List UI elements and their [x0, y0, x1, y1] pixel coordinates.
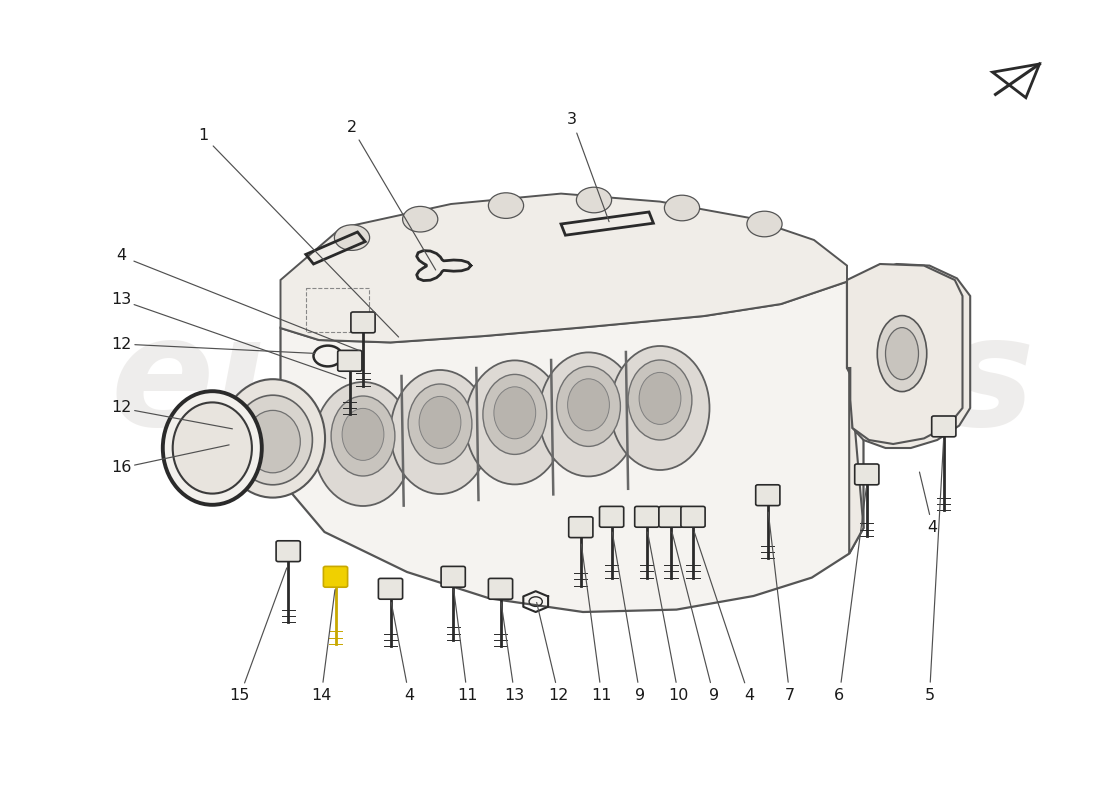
- Text: 2: 2: [346, 121, 358, 135]
- Text: 11: 11: [458, 689, 477, 703]
- Ellipse shape: [408, 384, 472, 464]
- FancyBboxPatch shape: [569, 517, 593, 538]
- Ellipse shape: [628, 360, 692, 440]
- Ellipse shape: [314, 382, 412, 506]
- Text: 6: 6: [834, 689, 845, 703]
- Text: 4: 4: [404, 689, 415, 703]
- Circle shape: [664, 195, 700, 221]
- Text: 15: 15: [230, 689, 250, 703]
- Text: 16: 16: [111, 461, 131, 475]
- FancyBboxPatch shape: [855, 464, 879, 485]
- Ellipse shape: [494, 387, 536, 438]
- Ellipse shape: [163, 391, 262, 505]
- Polygon shape: [280, 194, 847, 342]
- Ellipse shape: [483, 374, 547, 454]
- FancyBboxPatch shape: [351, 312, 375, 333]
- Text: 4: 4: [927, 521, 938, 535]
- Ellipse shape: [886, 328, 918, 379]
- Text: 11: 11: [592, 689, 612, 703]
- FancyBboxPatch shape: [756, 485, 780, 506]
- Text: a passion for cars since 1985: a passion for cars since 1985: [358, 484, 742, 564]
- Ellipse shape: [557, 366, 620, 446]
- FancyBboxPatch shape: [681, 506, 705, 527]
- Ellipse shape: [390, 370, 490, 494]
- FancyBboxPatch shape: [276, 541, 300, 562]
- Polygon shape: [280, 282, 864, 612]
- Polygon shape: [849, 264, 970, 554]
- Text: 9: 9: [635, 689, 646, 703]
- Ellipse shape: [639, 372, 681, 424]
- Ellipse shape: [342, 408, 384, 460]
- Ellipse shape: [220, 379, 326, 498]
- Text: 13: 13: [111, 293, 131, 307]
- Text: 3: 3: [566, 113, 578, 127]
- FancyBboxPatch shape: [441, 566, 465, 587]
- Text: 7: 7: [784, 689, 795, 703]
- Ellipse shape: [419, 396, 461, 448]
- Circle shape: [334, 225, 370, 250]
- Text: 4: 4: [744, 689, 755, 703]
- Ellipse shape: [331, 396, 395, 476]
- Circle shape: [403, 206, 438, 232]
- Text: euro: euro: [110, 310, 503, 458]
- Ellipse shape: [173, 402, 252, 494]
- Ellipse shape: [610, 346, 710, 470]
- Ellipse shape: [878, 315, 926, 391]
- Text: 10: 10: [669, 689, 689, 703]
- FancyBboxPatch shape: [488, 578, 513, 599]
- Circle shape: [576, 187, 612, 213]
- Text: 14: 14: [311, 689, 331, 703]
- FancyBboxPatch shape: [932, 416, 956, 437]
- Ellipse shape: [568, 379, 609, 430]
- Text: 5: 5: [924, 689, 935, 703]
- Ellipse shape: [465, 360, 564, 485]
- Text: parts: parts: [583, 310, 1035, 458]
- Text: 9: 9: [708, 689, 719, 703]
- Circle shape: [488, 193, 524, 218]
- FancyBboxPatch shape: [600, 506, 624, 527]
- Ellipse shape: [245, 410, 300, 473]
- Text: 4: 4: [116, 249, 127, 263]
- FancyBboxPatch shape: [635, 506, 659, 527]
- Ellipse shape: [539, 352, 638, 477]
- FancyBboxPatch shape: [323, 566, 348, 587]
- Ellipse shape: [233, 395, 312, 485]
- Text: 12: 12: [549, 689, 569, 703]
- FancyBboxPatch shape: [338, 350, 362, 371]
- Circle shape: [747, 211, 782, 237]
- FancyBboxPatch shape: [659, 506, 683, 527]
- FancyBboxPatch shape: [378, 578, 403, 599]
- Text: 12: 12: [111, 337, 131, 351]
- Text: 13: 13: [505, 689, 525, 703]
- Text: 1: 1: [198, 129, 209, 143]
- Polygon shape: [847, 264, 962, 444]
- Text: 12: 12: [111, 401, 131, 415]
